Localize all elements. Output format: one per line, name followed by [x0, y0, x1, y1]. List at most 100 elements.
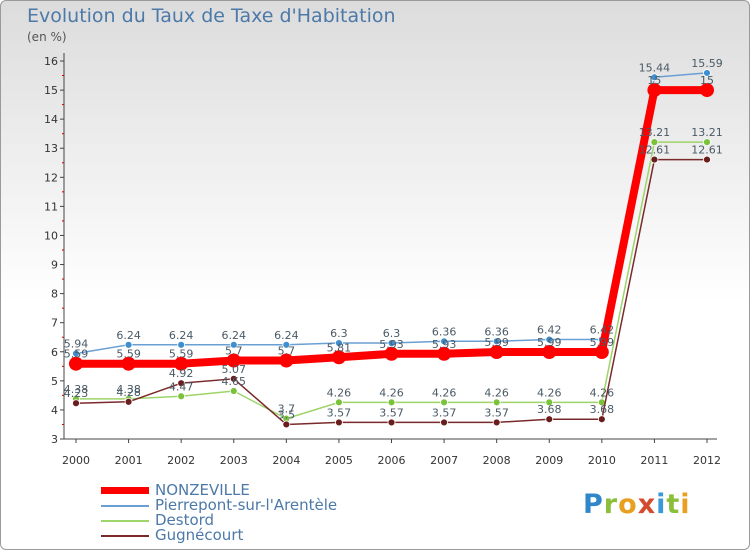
logo-letter: r	[603, 489, 619, 520]
data-label: 4.92	[169, 367, 194, 380]
data-point	[174, 356, 189, 371]
data-label: 15	[700, 74, 714, 87]
data-label: 4.26	[379, 386, 404, 399]
data-label: 5.94	[64, 338, 89, 351]
y-tick-label: 14	[44, 113, 58, 126]
data-label: 5.59	[169, 348, 194, 361]
data-label: 4.38	[64, 383, 89, 396]
data-point	[229, 387, 238, 395]
data-point	[282, 420, 291, 429]
y-tick-label: 7	[51, 317, 58, 330]
legend-label: Destord	[155, 511, 215, 529]
data-point	[124, 397, 133, 406]
legend-label: Gugnécourt	[155, 526, 244, 544]
data-label: 4.26	[537, 386, 562, 399]
legend-item: Pierrepont-sur-l'Arentèle	[101, 498, 337, 513]
data-point	[335, 398, 343, 407]
data-point	[597, 415, 606, 424]
data-point	[440, 337, 448, 346]
x-tick-label: 2005	[325, 454, 353, 467]
data-label: 6.24	[222, 329, 247, 342]
data-point	[229, 340, 238, 349]
logo-letter: x	[637, 489, 657, 520]
x-tick-label: 2010	[588, 454, 616, 467]
x-tick-label: 2011	[640, 454, 668, 467]
data-label: 3.5	[278, 408, 296, 421]
data-label: 4.28	[116, 386, 141, 399]
data-point	[387, 339, 396, 347]
data-point	[69, 356, 83, 371]
y-tick-label: 10	[44, 229, 58, 242]
data-point	[384, 346, 399, 361]
line-chart: 3 4 5 6 7 8 9 10 11 12 13 14 15 16 2000 2001 2002 2003 200…	[44, 53, 723, 467]
data-label: 4.65	[222, 375, 247, 388]
data-point	[700, 83, 714, 98]
data-label: 3.7	[278, 403, 296, 416]
data-point	[647, 83, 662, 98]
logo-letter: P	[583, 489, 604, 520]
data-point	[703, 155, 711, 164]
x-tick-label: 2000	[62, 454, 90, 467]
logo-letter: t	[666, 489, 681, 520]
data-label: 3.68	[590, 403, 615, 416]
data-point	[124, 340, 133, 349]
legend-item: Destord	[101, 513, 337, 528]
x-tick-label: 2008	[483, 454, 511, 467]
data-label: 15.44	[639, 61, 671, 74]
y-tick-label: 9	[51, 259, 58, 272]
data-label: 5.07	[222, 363, 247, 376]
data-point	[492, 418, 501, 427]
data-label: 6.36	[432, 325, 457, 338]
data-label: 3.57	[484, 406, 509, 419]
data-point	[335, 418, 343, 427]
chart-unit-label: (en %)	[27, 30, 67, 44]
data-label: 4.38	[116, 383, 141, 396]
x-tick-label: 2004	[272, 454, 300, 467]
x-tick-label: 2012	[693, 454, 721, 467]
x-tick-label: 2003	[220, 454, 248, 467]
data-label: 4.26	[327, 386, 352, 399]
data-label: 15	[647, 74, 661, 87]
y-tick-label: 5	[51, 375, 58, 388]
y-tick-label: 3	[51, 433, 58, 446]
data-point	[387, 418, 396, 427]
data-point	[492, 398, 501, 407]
data-label: 4.26	[484, 386, 509, 399]
data-point	[703, 69, 711, 77]
x-tick-label: 2006	[378, 454, 406, 467]
y-tick-label: 11	[44, 200, 58, 213]
legend-swatch	[101, 519, 149, 522]
legend-item: NONZEVILLE	[101, 483, 337, 498]
y-tick-label: 16	[44, 55, 58, 68]
data-point	[650, 138, 659, 147]
data-point	[279, 353, 294, 368]
data-label: 6.3	[383, 327, 401, 340]
data-point	[335, 339, 343, 347]
data-point	[177, 340, 186, 349]
data-point	[387, 398, 396, 407]
y-tick-label: 15	[44, 84, 58, 97]
data-label: 3.57	[432, 406, 457, 419]
chart-legend: NONZEVILLE Pierrepont-sur-l'Arentèle Desto…	[101, 483, 337, 543]
legend-swatch	[101, 487, 149, 494]
data-label: 3.57	[327, 406, 352, 419]
data-point	[282, 340, 291, 349]
data-point	[650, 73, 659, 82]
data-label: 5.81	[327, 341, 352, 354]
y-tick-label: 4	[51, 404, 58, 417]
chart-title: Evolution du Taux de Taxe d'Habitation	[27, 5, 396, 27]
data-point	[331, 350, 346, 365]
data-label: 13.21	[639, 126, 671, 139]
data-point	[703, 138, 711, 147]
data-label: 12.61	[639, 144, 671, 157]
data-label: 5.99	[537, 336, 562, 349]
data-label: 6.24	[274, 329, 299, 342]
data-label: 15.59	[691, 57, 723, 70]
data-label: 5.7	[278, 344, 296, 357]
x-tick-label: 2002	[167, 454, 195, 467]
data-point	[177, 379, 186, 388]
data-point	[542, 345, 557, 360]
data-point	[177, 392, 186, 401]
y-tick-label: 13	[44, 142, 58, 155]
x-tick-label: 2009	[535, 454, 563, 467]
